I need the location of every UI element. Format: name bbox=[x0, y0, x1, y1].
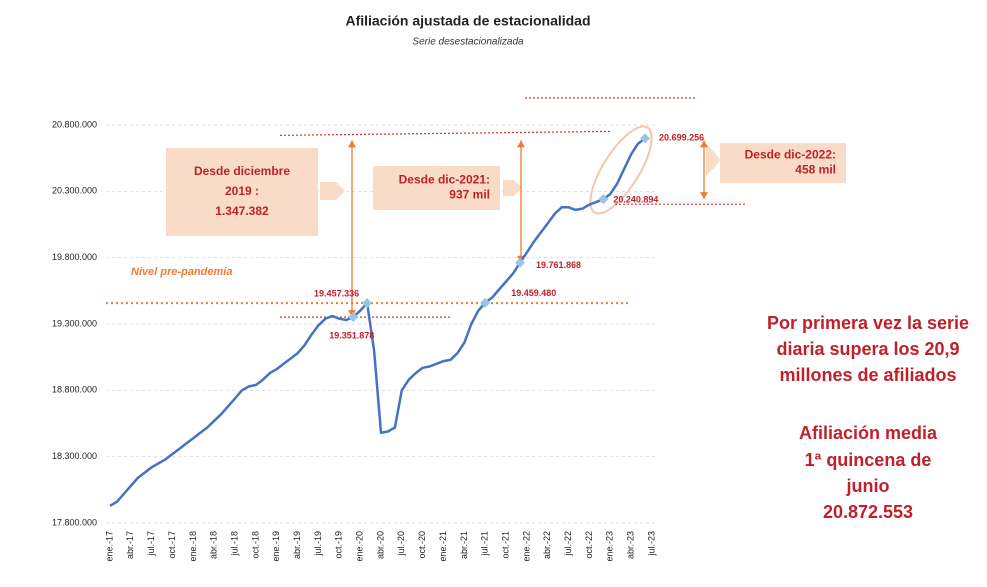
value-label: 19.457.336 bbox=[314, 289, 359, 299]
x-tick-label: abr.-18 bbox=[209, 531, 219, 559]
annotation-box bbox=[166, 148, 318, 236]
y-tick-label: 18.800.000 bbox=[52, 385, 97, 395]
arrow-shape bbox=[503, 180, 522, 196]
series-line bbox=[109, 137, 646, 507]
x-tick-label: abr.-23 bbox=[626, 531, 636, 559]
highlight-ellipse bbox=[589, 125, 653, 215]
x-tick-label: ene.-19 bbox=[271, 531, 281, 562]
value-label: 19.459.480 bbox=[511, 288, 556, 298]
annotation-box bbox=[720, 143, 846, 183]
annotation-text: Desde diciembre bbox=[194, 164, 290, 178]
annotation-text: 1.347.382 bbox=[215, 204, 269, 218]
x-tick-label: oct.-18 bbox=[250, 531, 260, 559]
x-tick-label: ene.-21 bbox=[438, 531, 448, 562]
x-tick-label: abr.-17 bbox=[125, 531, 135, 559]
annotation-text: Desde dic-2021: bbox=[399, 173, 490, 187]
x-tick-label: abr.-20 bbox=[375, 531, 385, 559]
arrow-head bbox=[348, 140, 356, 148]
x-tick-label: oct.-19 bbox=[334, 531, 344, 559]
annotation-text: 937 mil bbox=[449, 188, 490, 202]
annotation-text: 2019 : bbox=[225, 184, 259, 198]
x-tick-label: jul.-18 bbox=[229, 531, 239, 557]
x-tick-label: abr.-22 bbox=[542, 531, 552, 559]
x-tick-label: ene.-17 bbox=[104, 531, 114, 562]
x-tick-label: oct.-17 bbox=[167, 531, 177, 559]
arrow-shape bbox=[706, 144, 720, 176]
y-tick-label: 20.300.000 bbox=[52, 186, 97, 196]
point-marker bbox=[348, 312, 359, 323]
x-tick-label: oct.-22 bbox=[584, 531, 594, 559]
x-tick-label: ene.-22 bbox=[521, 531, 531, 562]
value-label: 20.699.256 bbox=[659, 133, 704, 143]
annotation-text: Desde dic-2022: bbox=[745, 148, 836, 162]
x-tick-label: abr.-19 bbox=[292, 531, 302, 559]
chart-subtitle: Serie desestacionalizada bbox=[412, 37, 524, 48]
x-tick-label: oct.-20 bbox=[417, 531, 427, 559]
x-tick-label: jul.-21 bbox=[480, 531, 490, 557]
y-tick-label: 19.300.000 bbox=[52, 318, 97, 328]
arrow-shape bbox=[320, 182, 345, 200]
point-marker bbox=[362, 298, 373, 309]
point-marker bbox=[598, 194, 609, 205]
point-marker bbox=[480, 297, 491, 308]
side-text: diaria supera los 20,9 bbox=[776, 339, 959, 359]
side-text: 1ª quincena de bbox=[805, 450, 932, 470]
x-tick-label: abr.-21 bbox=[459, 531, 469, 559]
side-text: 20.872.553 bbox=[823, 502, 913, 522]
side-text: millones de afiliados bbox=[779, 365, 956, 385]
reference-line bbox=[279, 130, 613, 136]
annotation-box bbox=[373, 166, 500, 210]
point-marker bbox=[514, 257, 525, 268]
value-label: 19.761.868 bbox=[536, 260, 581, 270]
arrow-head bbox=[700, 192, 708, 200]
point-marker bbox=[640, 133, 651, 144]
x-tick-label: jul.-17 bbox=[146, 531, 156, 557]
x-tick-label: jul.-19 bbox=[313, 531, 323, 557]
y-tick-label: 19.800.000 bbox=[52, 252, 97, 262]
y-tick-label: 18.300.000 bbox=[52, 451, 97, 461]
chart-title: Afiliación ajustada de estacionalidad bbox=[345, 13, 590, 29]
value-label: 20.240.894 bbox=[613, 195, 658, 205]
x-tick-label: oct.-21 bbox=[500, 531, 510, 559]
side-text: junio bbox=[846, 476, 890, 496]
y-tick-label: 20.800.000 bbox=[52, 119, 97, 129]
arrow-head bbox=[700, 140, 708, 148]
annotation-text: 458 mil bbox=[795, 163, 836, 177]
reference-label: Nivel pre-pandemia bbox=[131, 266, 232, 278]
arrow-head bbox=[517, 140, 525, 148]
side-text: Por primera vez la serie bbox=[767, 313, 969, 333]
x-tick-label: jul.-22 bbox=[563, 531, 573, 557]
side-text: Afiliación media bbox=[799, 423, 938, 443]
value-label: 19.351.878 bbox=[329, 330, 374, 340]
x-tick-label: jul.-23 bbox=[646, 531, 656, 557]
x-tick-label: jul.-20 bbox=[396, 531, 406, 557]
x-tick-label: ene.-18 bbox=[188, 531, 198, 562]
y-tick-label: 17.800.000 bbox=[52, 517, 97, 527]
x-tick-label: ene.-23 bbox=[605, 531, 615, 562]
x-tick-label: ene.-20 bbox=[355, 531, 365, 562]
